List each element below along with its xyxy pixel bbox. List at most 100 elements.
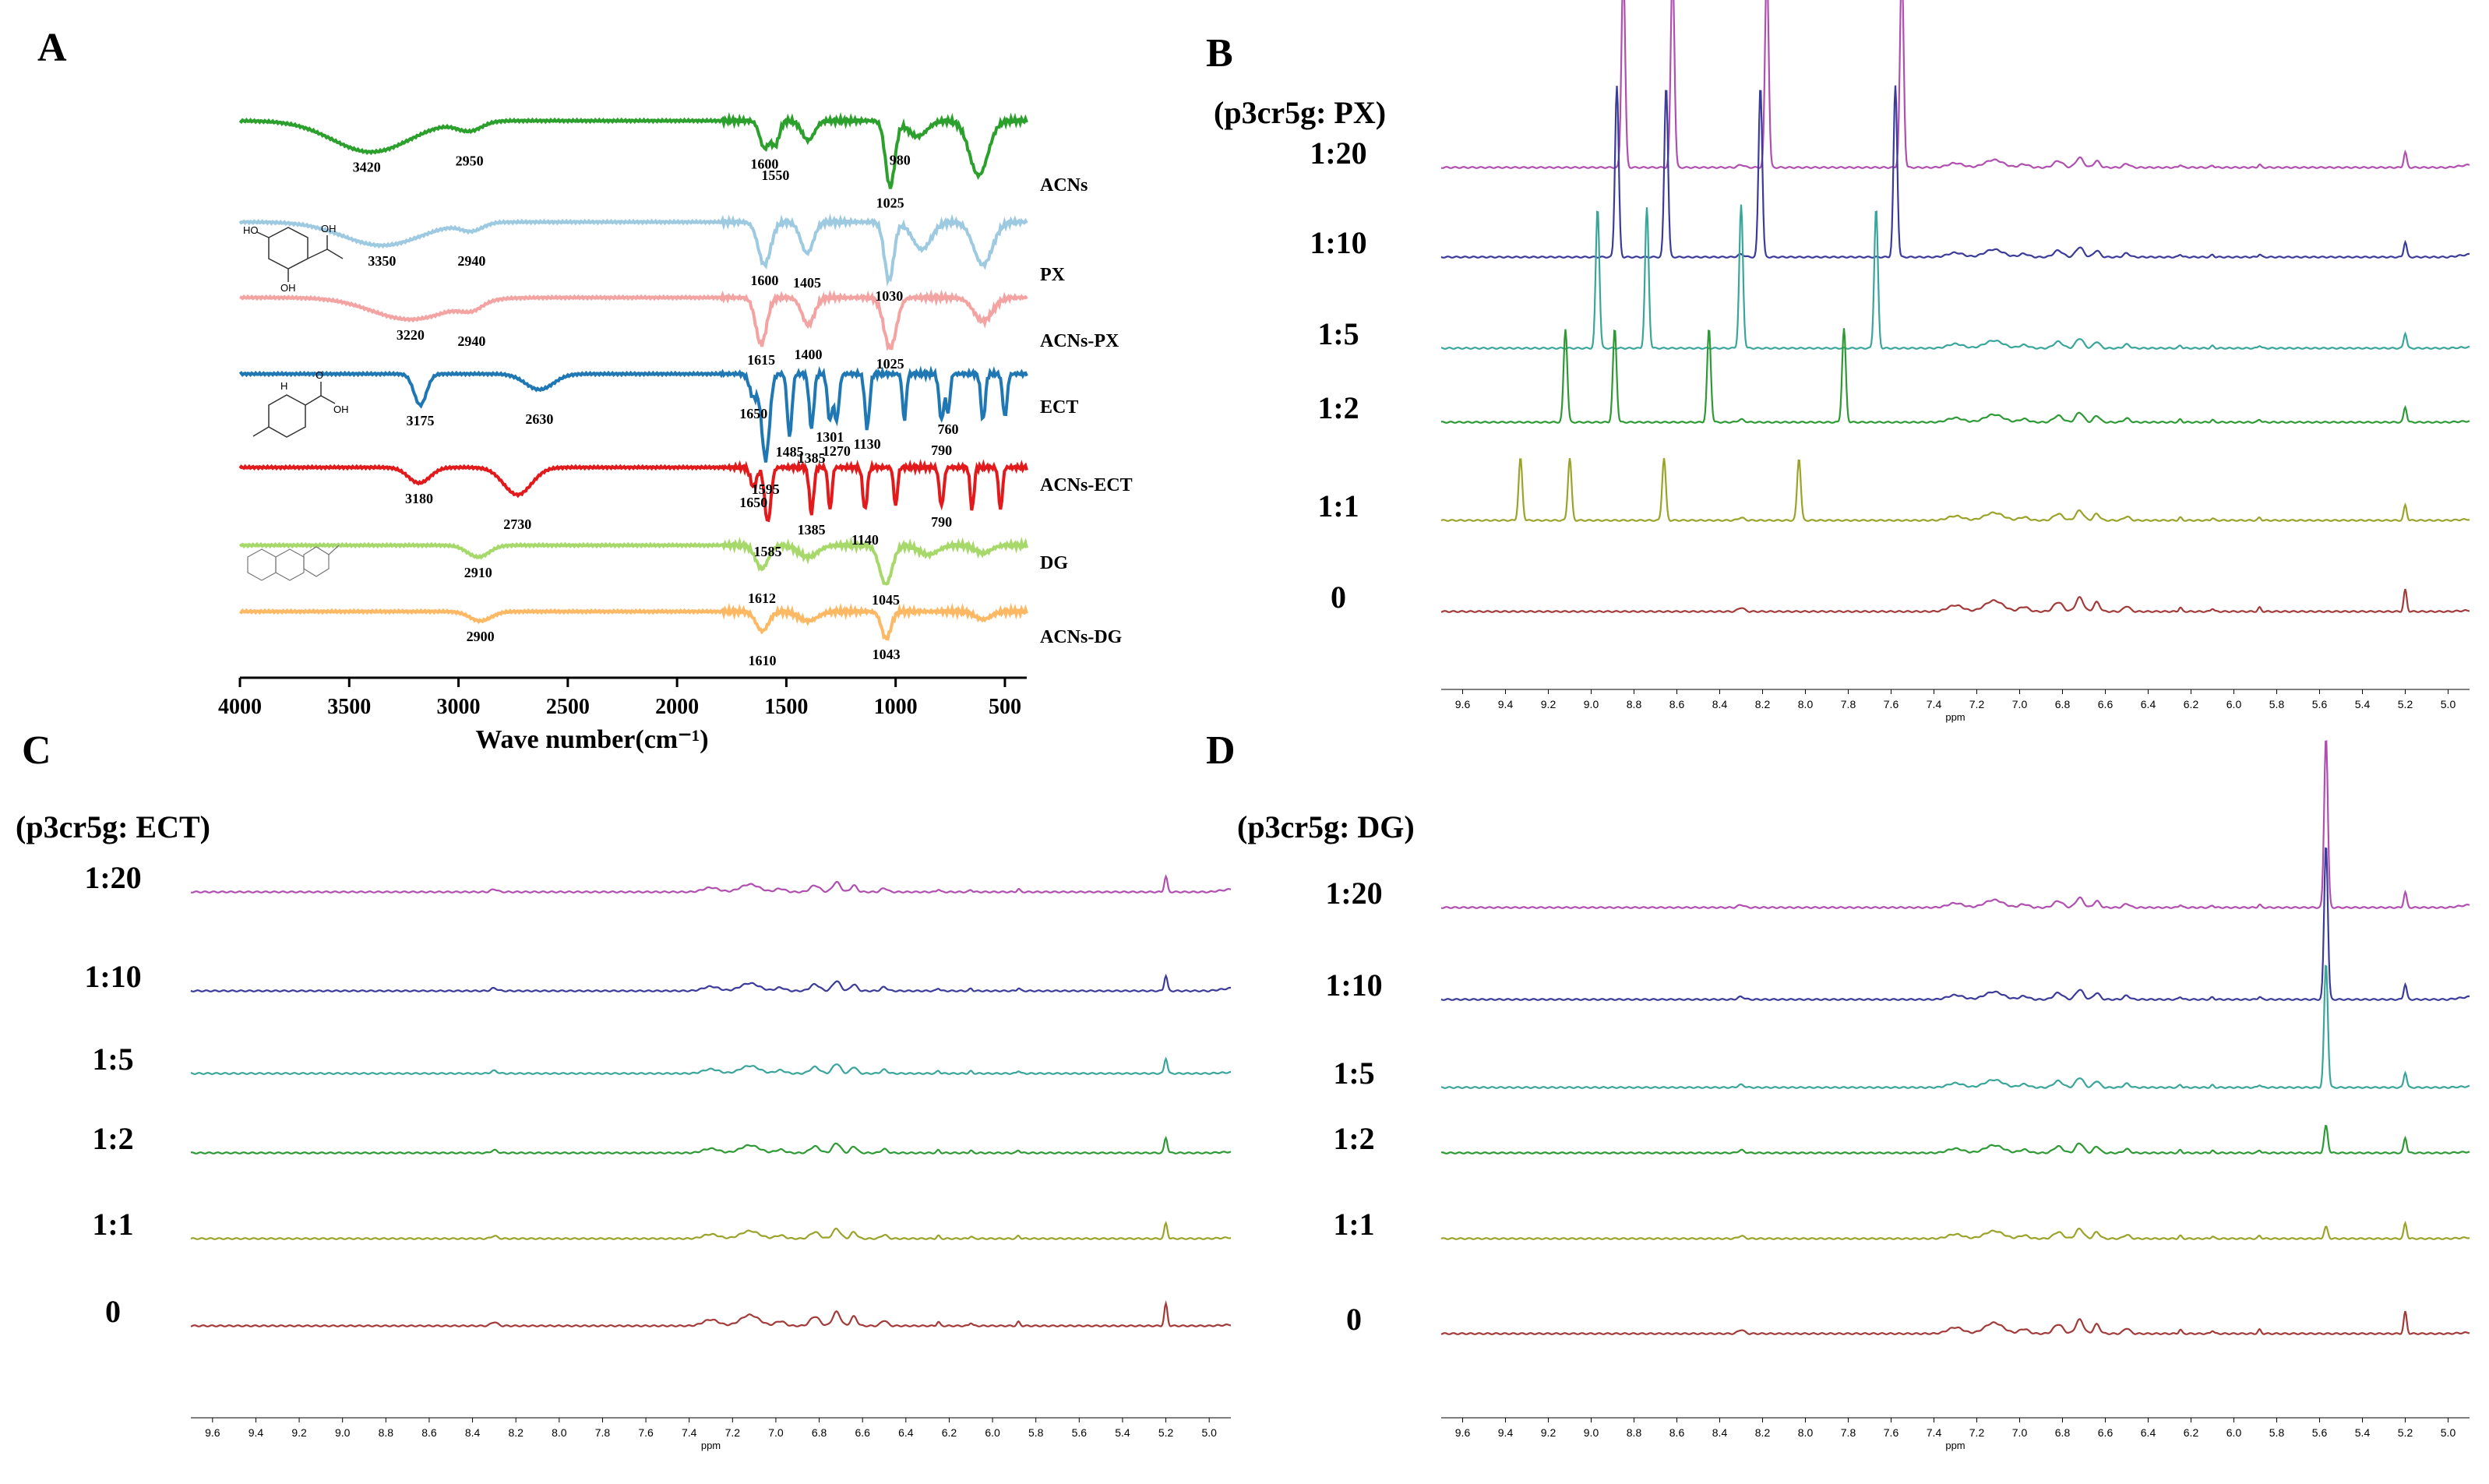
nmr-c-tick-8-2: 8.2 [508, 1426, 524, 1439]
ftir-series-label-acns-ect: ACNs-ECT [1040, 475, 1133, 495]
nmr-b-spectrum-1-2 [1440, 328, 2470, 424]
nmr-d-spectrum-1-20 [1440, 740, 2470, 909]
nmr-d-spectrum-1-10 [1440, 847, 2470, 1001]
ftir-annotation-acns-ect-1385: 1385 [798, 522, 826, 538]
panel-b-title: (p3cr5g: PX) [1214, 95, 1386, 130]
nmr-b-spectrum-1-10 [1440, 85, 2470, 259]
nmr-b-tick-7-8: 7.8 [1841, 698, 1856, 710]
nmr-c-tick-7-6: 7.6 [638, 1426, 654, 1439]
px-struct-oh2-label: OH [280, 282, 296, 294]
nmr-c-tick-7-8: 7.8 [595, 1426, 611, 1439]
nmr-b-tick-9-4: 9.4 [1498, 698, 1514, 710]
ftir-annotation-acns-1600: 1600 [750, 157, 778, 172]
ftir-annotation-px-2940: 2940 [457, 253, 485, 269]
nmr-c-tick-7-4: 7.4 [682, 1426, 697, 1439]
nmr-b-spectrum-1-20 [1440, 0, 2470, 169]
nmr-d-tick-5-8: 5.8 [2269, 1426, 2285, 1439]
nmr-c-ratio-label-1-20: 1:20 [84, 860, 141, 895]
panel-label-a: A [37, 26, 67, 70]
ftir-annotation-ect-1485: 1485 [776, 444, 804, 460]
nmr-c-xlabel: ppm [701, 1440, 721, 1451]
ftir-annotation-acns-1550: 1550 [761, 167, 789, 183]
ftir-series-acns [238, 111, 1028, 189]
ftir-series-label-acns: ACNs [1040, 175, 1088, 196]
ftir-annotation-dg-2910: 2910 [464, 565, 492, 580]
dg-structure-icon [247, 545, 340, 581]
ftir-annotation-ect-790: 790 [931, 442, 952, 458]
nmr-d-tick-8-4: 8.4 [1712, 1426, 1728, 1439]
nmr-d-tick-6-0: 6.0 [2226, 1426, 2242, 1439]
ftir-series-ect [238, 365, 1028, 463]
nmr-b-tick-8-6: 8.6 [1669, 698, 1685, 710]
ftir-series-label-dg: DG [1040, 553, 1068, 573]
ftir-annotation-acns-px-2940: 2940 [457, 333, 485, 349]
nmr-d-ratio-label-0: 0 [1346, 1302, 1362, 1337]
nmr-b-tick-5-4: 5.4 [2355, 698, 2371, 710]
nmr-c-tick-9-2: 9.2 [291, 1426, 307, 1439]
nmr-b-tick-5-0: 5.0 [2441, 698, 2456, 710]
px-structure-icon [256, 227, 344, 282]
ftir-series-acns-dg [238, 602, 1028, 641]
ftir-annotation-ect-1270: 1270 [823, 443, 851, 459]
nmr-d-tick-8-0: 8.0 [1798, 1426, 1814, 1439]
ftir-annotation-ect-1385: 1385 [798, 450, 826, 466]
ftir-tick-label-3500: 3500 [327, 695, 371, 719]
px-struct-ho-label: HO [243, 224, 259, 236]
nmr-b-ratio-label-1-1: 1:1 [1317, 488, 1359, 523]
nmr-b-tick-7-0: 7.0 [2012, 698, 2028, 710]
nmr-d-tick-8-6: 8.6 [1669, 1426, 1685, 1439]
ect-structure-icon [252, 382, 336, 438]
ftir-annotation-acns-2950: 2950 [456, 153, 484, 169]
ftir-annotation-acns-px-1400: 1400 [794, 347, 822, 362]
nmr-b-tick-6-6: 6.6 [2098, 698, 2114, 710]
nmr-c-tick-9-0: 9.0 [335, 1426, 351, 1439]
nmr-c-tick-5-2: 5.2 [1158, 1426, 1174, 1439]
ftir-tick-label-3000: 3000 [437, 695, 481, 719]
panel-label-d: D [1206, 728, 1236, 773]
nmr-b-tick-6-0: 6.0 [2226, 698, 2242, 710]
nmr-d-axis: 9.6 9.4 9.2 9.0 8.8 8.6 8.4 8.2 8.0 7.8 7.6 7.4 7.2 7… [1441, 1417, 2470, 1451]
nmr-b-tick-9-2: 9.2 [1541, 698, 1557, 710]
panel-c-title: (p3cr5g: ECT) [16, 809, 210, 844]
nmr-d-tick-9-4: 9.4 [1498, 1426, 1514, 1439]
nmr-d-spectra [1440, 740, 2470, 1335]
nmr-c-axis: 9.6 9.4 9.2 9.0 8.8 8.6 8.4 8.2 8.0 7.8 7.6 7.4 7.2 7… [191, 1417, 1231, 1451]
nmr-b-axis: 9.6 9.4 9.2 9.0 8.8 8.6 8.4 8.2 8.0 7.8 7.6 7.4 7.2 7… [1441, 689, 2470, 723]
nmr-b-ratio-labels: 1:201:101:51:21:10 [1310, 136, 1366, 615]
nmr-b-tick-6-2: 6.2 [2184, 698, 2199, 710]
nmr-b-ratio-label-1-2: 1:2 [1317, 390, 1359, 425]
nmr-b-tick-6-4: 6.4 [2141, 698, 2156, 710]
nmr-c-ratio-label-1-1: 1:1 [92, 1207, 133, 1242]
nmr-d-tick-5-0: 5.0 [2441, 1426, 2456, 1439]
nmr-b-ratio-label-1-10: 1:10 [1310, 225, 1366, 260]
nmr-b-tick-9-0: 9.0 [1584, 698, 1599, 710]
px-struct-oh-label: OH [321, 223, 337, 234]
ftir-annotation-acns-1025: 1025 [876, 195, 904, 210]
nmr-b-tick-5-2: 5.2 [2398, 698, 2413, 710]
nmr-d-tick-8-8: 8.8 [1627, 1426, 1642, 1439]
ftir-series-acns-px [239, 289, 1028, 351]
ftir-annotation-ect-1301: 1301 [816, 429, 844, 445]
nmr-b-tick-7-4: 7.4 [1927, 698, 1942, 710]
nmr-b-tick-7-2: 7.2 [1969, 698, 1985, 710]
ftir-annotation-ect-3175: 3175 [406, 413, 434, 428]
nmr-b-spectrum-1-5 [1440, 204, 2470, 350]
ftir-annotation-acns-dg-2900: 2900 [467, 629, 495, 644]
ftir-series-label-ect: ECT [1040, 397, 1078, 418]
nmr-b-spectrum-1-1 [1440, 457, 2470, 522]
ftir-annotation-acns-3420: 3420 [353, 160, 381, 175]
nmr-b-tick-9-6: 9.6 [1455, 698, 1471, 710]
nmr-c-spectrum-1-20 [190, 874, 1232, 894]
nmr-c-tick-6-4: 6.4 [898, 1426, 914, 1439]
nmr-c-tick-8-8: 8.8 [379, 1426, 394, 1439]
nmr-b-xlabel: ppm [1945, 711, 1965, 723]
nmr-d-ratio-label-1-1: 1:1 [1333, 1207, 1374, 1242]
ftir-spectra [238, 111, 1028, 641]
nmr-d-tick-6-4: 6.4 [2141, 1426, 2156, 1439]
ftir-tick-label-1000: 1000 [874, 695, 918, 719]
nmr-b-tick-8-0: 8.0 [1798, 698, 1814, 710]
ect-struct-o-label: O [316, 369, 323, 381]
ftir-series-label-px: PX [1040, 265, 1066, 285]
nmr-d-tick-6-2: 6.2 [2184, 1426, 2199, 1439]
